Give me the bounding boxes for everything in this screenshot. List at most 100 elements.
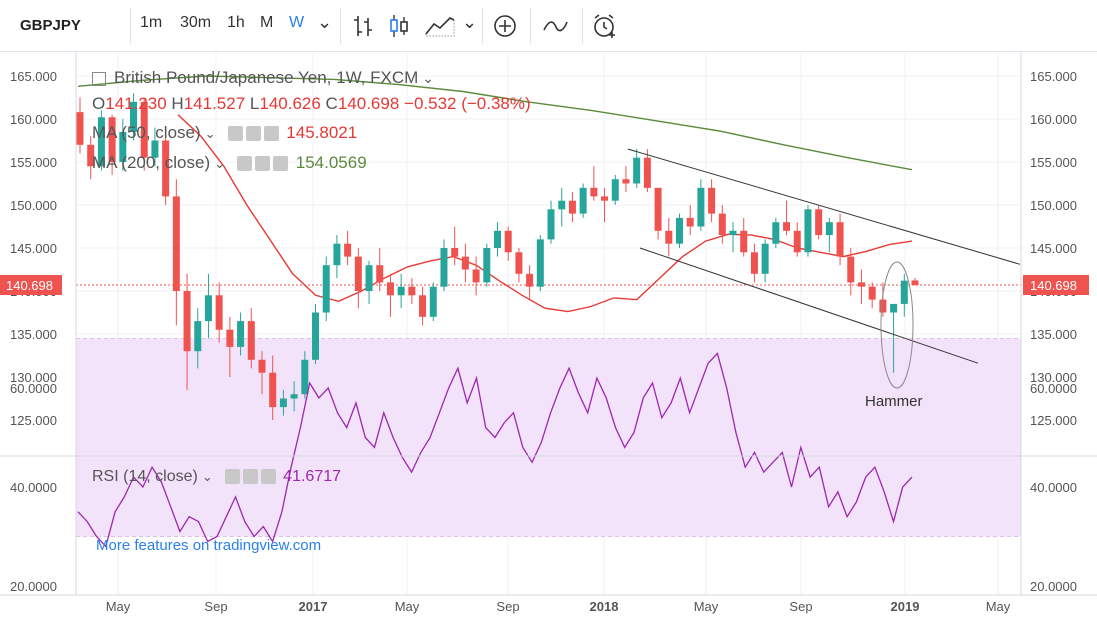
close-icon[interactable]: [263, 126, 279, 142]
rsi-value: 41.6717: [283, 468, 342, 485]
candle: [440, 239, 448, 291]
candle: [365, 260, 373, 304]
rsi-band: [76, 338, 1021, 537]
interval-week[interactable]: W: [289, 14, 305, 31]
candle: [526, 265, 534, 300]
candle: [204, 273, 212, 339]
close-icon[interactable]: [273, 156, 289, 172]
candle: [333, 235, 341, 279]
candle: [183, 273, 191, 390]
candle: [451, 226, 459, 266]
candle: [279, 389, 287, 416]
alarm-icon[interactable]: [590, 10, 620, 42]
channel-lower-line: [639, 247, 979, 364]
candle: [558, 187, 566, 227]
y-tick-label: 145.000: [10, 241, 57, 256]
legend-title: British Pound/Japanese Yen, 1W, FXCM: [114, 68, 419, 87]
eye-icon[interactable]: [227, 126, 243, 142]
ma50-value: 145.8021: [286, 123, 358, 142]
interval-30m[interactable]: 30m: [180, 14, 212, 31]
settings-icon[interactable]: [242, 469, 258, 485]
candle: [868, 282, 876, 309]
candle: [172, 179, 180, 326]
candle: [237, 312, 245, 356]
candle: [247, 308, 255, 369]
ma50-path: [177, 114, 913, 313]
candle: [718, 205, 726, 244]
area-chart-icon[interactable]: [422, 10, 458, 42]
hammer-label: Hammer: [865, 393, 923, 410]
x-tick-label: May: [395, 599, 420, 614]
y-tick-label: 130.000: [1030, 370, 1077, 385]
candle: [708, 179, 716, 223]
x-tick-label: Sep: [496, 599, 519, 614]
candle: [504, 226, 512, 261]
candle: [836, 213, 844, 266]
candle: [675, 213, 683, 248]
bar-chart-icon[interactable]: [348, 10, 378, 42]
y-tick-label: 150.000: [10, 198, 57, 213]
plus-circle-icon[interactable]: [490, 10, 520, 42]
channel-upper-line: [627, 148, 1021, 265]
interval-dropdown-icon[interactable]: ⌄: [317, 12, 333, 32]
settings-icon[interactable]: [255, 156, 271, 172]
candle: [911, 277, 919, 286]
toolbar-divider: [530, 8, 531, 44]
candle: [590, 166, 598, 201]
candle: [890, 303, 898, 373]
eye-icon[interactable]: [237, 156, 253, 172]
watermark-link[interactable]: More features on tradingview.com: [96, 537, 322, 554]
candle: [654, 187, 662, 240]
svg-text:140.698: 140.698: [1030, 278, 1077, 293]
x-tick-label: May: [694, 599, 719, 614]
candle: [226, 316, 234, 377]
candle: [258, 351, 266, 395]
rsi-legend: RSI (14, close) ⌄ 41.6717: [92, 468, 342, 485]
candle: [344, 230, 352, 266]
y-tick-label: 165.000: [10, 69, 57, 84]
y-tick-label: 135.000: [10, 327, 57, 342]
candle: [151, 127, 159, 167]
legend-dropdown-icon[interactable]: ⌄: [422, 70, 435, 86]
rsi-tick-label: 40.0000: [1030, 480, 1077, 495]
open-value: 141.230: [105, 94, 167, 113]
y-tick-label: 125.000: [1030, 413, 1077, 428]
toolbar: GBPJPY 1m 30m 1h M W ⌄ ⌄: [0, 0, 1097, 52]
toolbar-divider: [482, 8, 483, 44]
candle: [386, 273, 394, 317]
candle: [408, 278, 416, 304]
trend-channel: [627, 148, 1021, 364]
chart-type-dropdown-icon[interactable]: ⌄: [462, 12, 478, 32]
interval-month[interactable]: M: [260, 14, 274, 31]
eye-icon[interactable]: [224, 469, 240, 485]
y-tick-label: 135.000: [1030, 327, 1077, 342]
interval-1h[interactable]: 1h: [227, 14, 245, 31]
candles-icon[interactable]: [384, 10, 414, 42]
candle: [494, 222, 501, 257]
low-value: 140.626: [259, 94, 321, 113]
candle: [847, 248, 855, 296]
symbol-input[interactable]: GBPJPY: [20, 17, 81, 34]
ma50-legend: MA (50, close) ⌄ 145.8021: [92, 123, 358, 142]
candle: [793, 222, 801, 257]
ma200-path: [77, 75, 913, 171]
hammer-ellipse: [880, 261, 914, 389]
candle: [761, 239, 769, 283]
change-value: −0.532 (−0.38%): [404, 94, 531, 113]
ma50-line: [177, 114, 913, 313]
interval-1m[interactable]: 1m: [140, 14, 163, 31]
close-icon[interactable]: [260, 469, 276, 485]
candle: [740, 217, 748, 257]
candle: [825, 217, 833, 253]
y-tick-label: 145.000: [1030, 241, 1077, 256]
candle: [579, 183, 587, 218]
indicator-icon[interactable]: [540, 10, 570, 42]
candle: [601, 187, 609, 223]
settings-icon[interactable]: [245, 126, 261, 142]
candle: [483, 243, 491, 287]
candles: [76, 93, 919, 420]
chart-canvas[interactable]: 125.000 125.000 130.000 130.000 135.000 135.0…: [0, 52, 1097, 623]
y-tick-label: 155.000: [1030, 155, 1077, 170]
collapse-icon[interactable]: [92, 71, 106, 86]
candle: [354, 248, 362, 309]
